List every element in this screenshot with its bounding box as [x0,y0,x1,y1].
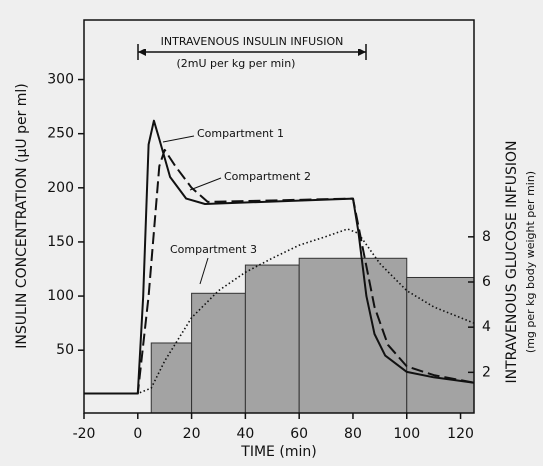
leader-line [189,177,222,191]
y2-tick-label: 8 [482,229,491,245]
x-tick-label: 20 [183,426,201,442]
arrow-head [138,48,146,56]
y2-tick-label: 2 [482,364,491,380]
x-tick-label: -20 [73,426,96,442]
y-tick-label: 100 [47,288,74,304]
x-tick-label: 40 [236,426,254,442]
series-label: Compartment 3 [170,243,257,256]
annotation-sub: (2mU per kg per min) [177,57,296,70]
x-tick-label: 80 [344,426,362,442]
annotation: INTRAVENOUS INSULIN INFUSION [161,35,344,48]
x-tick-label: 120 [447,426,474,442]
series-line [84,148,475,395]
plot-frame [83,19,475,414]
series-line [84,119,475,395]
plot-layer [84,119,475,414]
leader-line [199,257,209,285]
x-tick-label: 60 [290,426,308,442]
glucose-step [298,257,408,414]
y2-tick-label: 6 [482,274,491,290]
y2-axis-subtitle: (mg per kg body weight per min) [524,171,537,353]
leader-line [162,135,195,143]
glucose-step [191,292,246,414]
y-tick-label: 300 [47,72,74,88]
y-tick-label: 200 [47,180,74,196]
series-label: Compartment 1 [197,127,284,140]
y-tick-label: 150 [47,234,74,250]
glucose-step [150,342,193,414]
series-label: Compartment 2 [224,170,311,183]
glucose-step [406,276,475,414]
x-tick-label: 0 [133,426,142,442]
label-bg [144,33,362,49]
y2-axis-title: INTRAVENOUS GLUCOSE INFUSION [504,140,520,383]
y-tick-label: 250 [47,126,74,142]
x-tick-label: 100 [393,426,420,442]
arrow-head [358,48,366,56]
glucose-step [244,264,300,414]
y2-tick-label: 4 [482,319,491,335]
y-tick-label: 50 [56,342,74,358]
x-axis-title: TIME (min) [240,444,316,460]
y-axis-title: INSULIN CONCENTRATION (µU per ml) [14,83,30,349]
